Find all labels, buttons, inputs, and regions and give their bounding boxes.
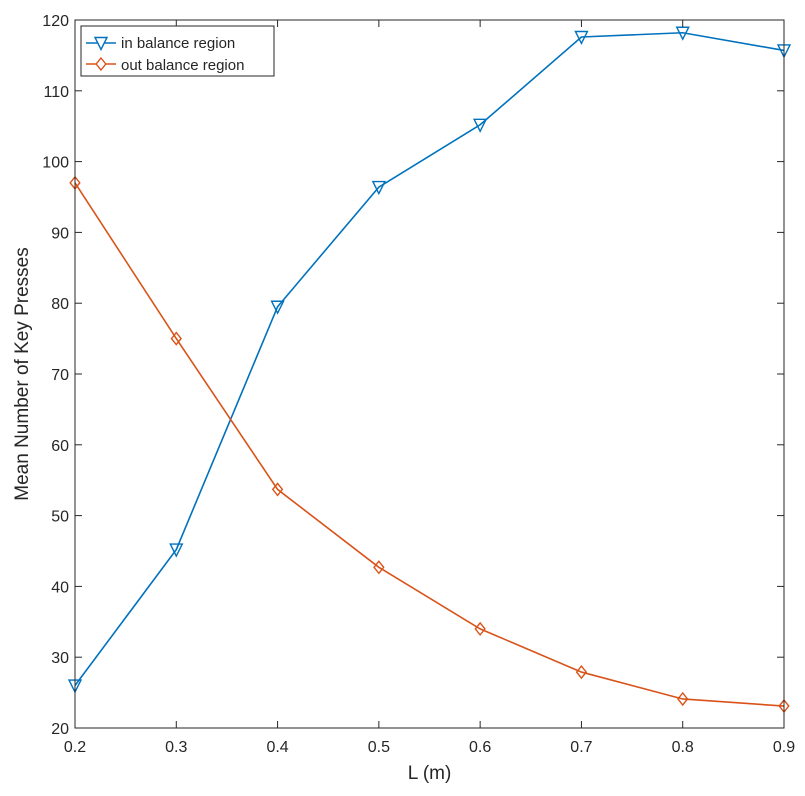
- x-tick-label: 0.7: [570, 739, 592, 756]
- x-tick-label: 0.6: [469, 739, 491, 756]
- y-axis-title: Mean Number of Key Presses: [12, 247, 33, 500]
- data-point: [574, 30, 589, 46]
- plot-frame: [74, 19, 785, 729]
- y-tick-label: 40: [51, 579, 69, 596]
- data-point: [474, 621, 486, 637]
- data-point: [575, 664, 588, 680]
- legend-entry-in-balance: [86, 36, 116, 52]
- y-tick-label: 120: [42, 13, 69, 30]
- series-out-balance: [69, 175, 790, 714]
- y-tick-label: 60: [51, 438, 69, 455]
- data-point: [677, 691, 689, 707]
- x-tick-label: 0.4: [266, 739, 288, 756]
- y-tick-label: 70: [51, 367, 69, 384]
- y-tick-label: 30: [51, 650, 69, 667]
- data-point: [373, 560, 385, 575]
- legend-entry-out-balance: [86, 56, 116, 72]
- data-point: [473, 118, 488, 133]
- legend-label-in-balance: in balance region: [121, 35, 235, 52]
- legend-label-out-balance: out balance region: [121, 57, 244, 74]
- data-point: [170, 331, 182, 346]
- series-layer: [67, 26, 792, 714]
- data-point: [371, 180, 386, 196]
- axes-layer: 0.2 0.3 0.4 0.5 0.6 0.7 0.8 0.9 20 30 40 50 60 70 80 90…: [42, 13, 795, 756]
- data-point: [270, 300, 285, 315]
- series-line: [74, 31, 785, 686]
- data-point: [169, 543, 184, 558]
- data-point: [675, 26, 690, 41]
- x-tick-label: 0.9: [773, 739, 795, 756]
- legend: in balance region out balance region: [80, 25, 275, 77]
- x-axis-title: L (m): [408, 763, 452, 784]
- legend-box: [80, 25, 275, 77]
- legend-marker-sample: [93, 36, 109, 52]
- y-tick-label: 50: [51, 509, 69, 526]
- y-tick-label: 20: [51, 721, 69, 738]
- y-tick-label: 110: [43, 84, 69, 101]
- x-tick-label: 0.5: [368, 739, 390, 756]
- x-tick-label: 0.3: [165, 739, 187, 756]
- series-in-balance: [67, 26, 792, 694]
- y-tick-label: 90: [51, 225, 69, 242]
- y-tick-label: 80: [51, 296, 69, 313]
- y-tick-label: 100: [42, 155, 69, 172]
- data-point: [271, 482, 284, 497]
- series-line: [74, 182, 785, 707]
- x-tick-label: 0.2: [64, 739, 86, 756]
- x-tick-label: 0.8: [672, 739, 694, 756]
- legend-marker-sample: [95, 56, 107, 72]
